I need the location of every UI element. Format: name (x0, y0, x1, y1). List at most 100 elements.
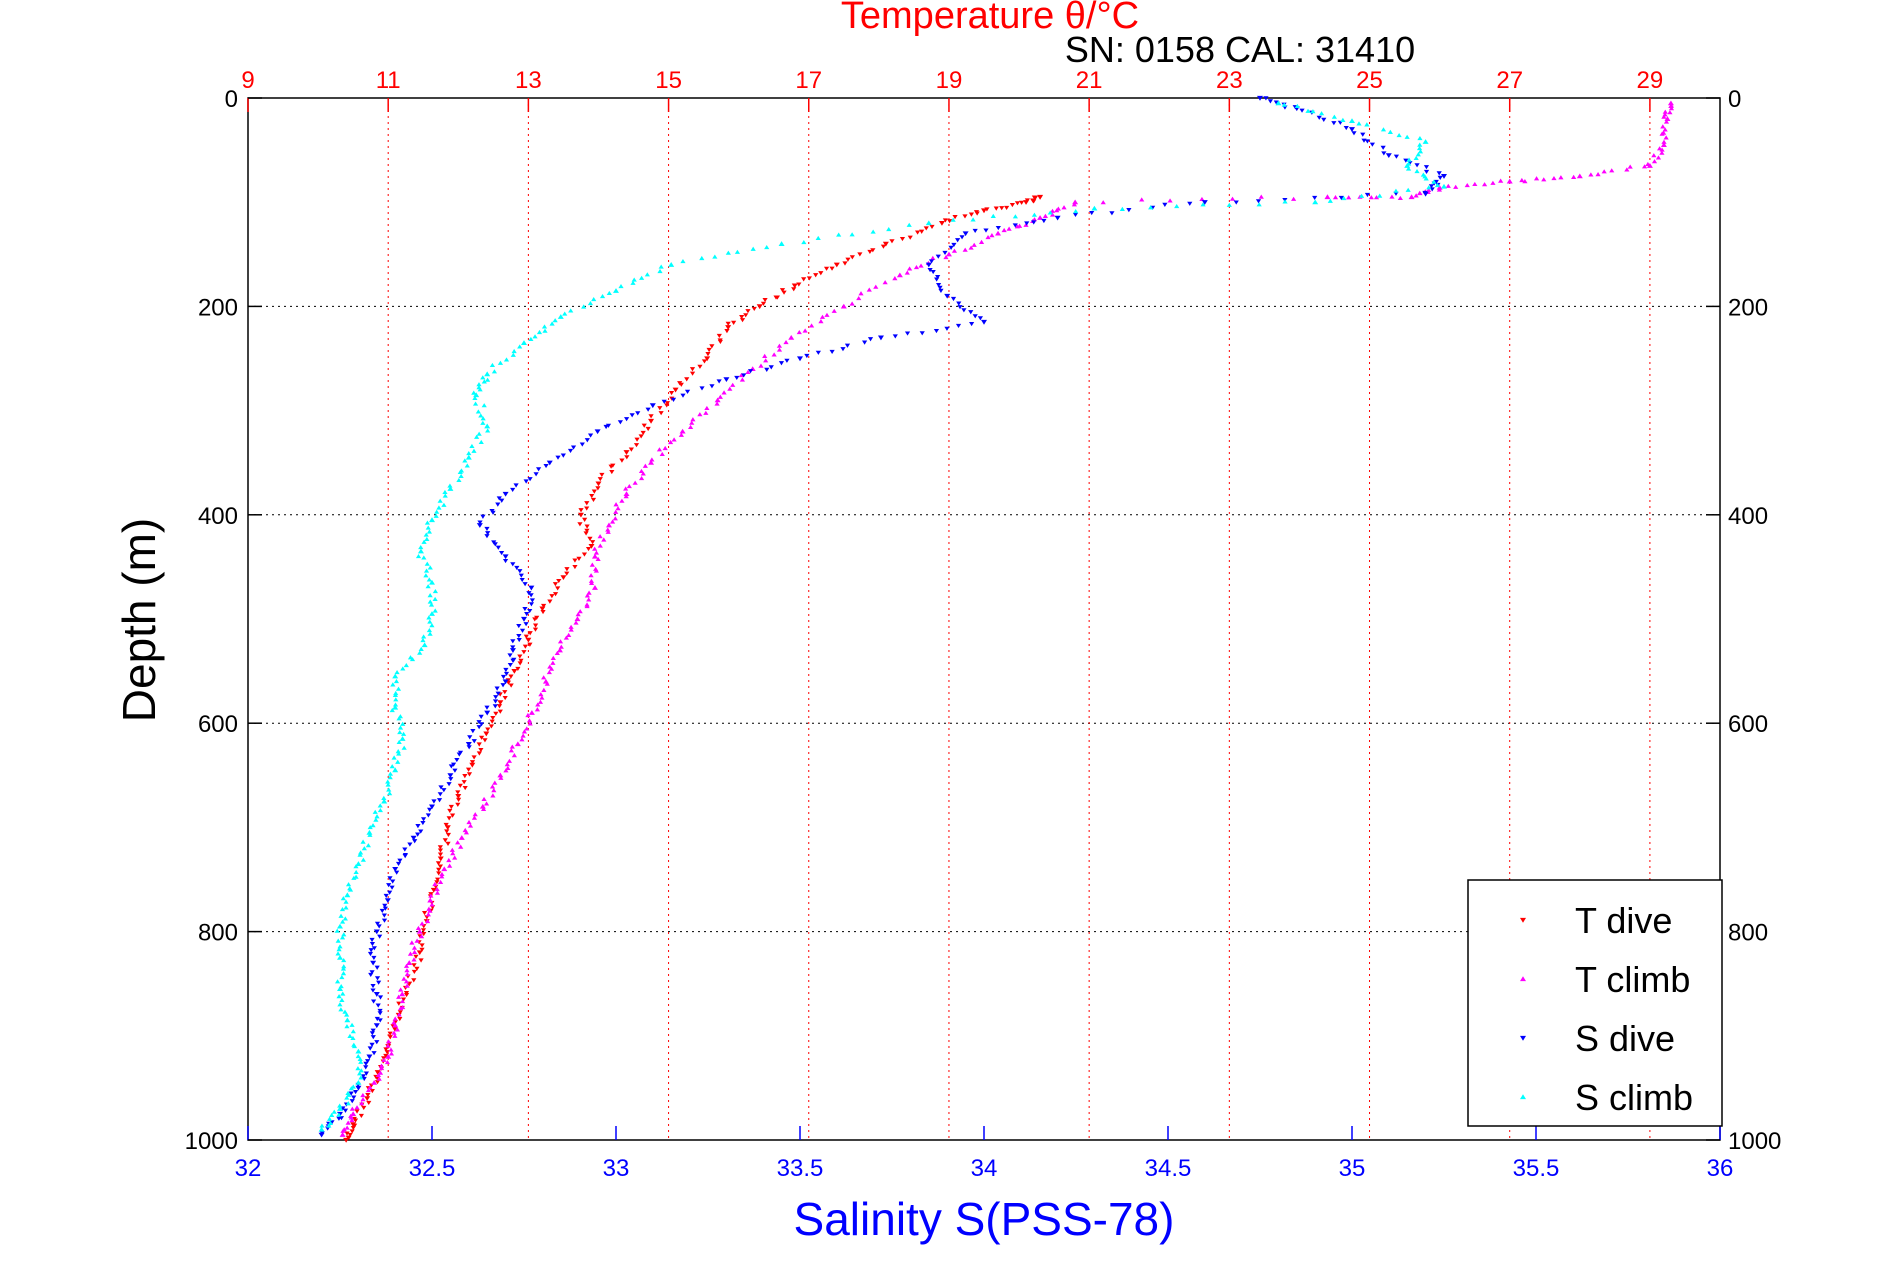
data-point (481, 796, 487, 801)
data-point (439, 874, 445, 879)
data-point (504, 762, 510, 767)
data-point (584, 501, 590, 506)
data-point (522, 644, 528, 649)
data-point (734, 375, 740, 381)
data-point (661, 399, 667, 404)
data-point (935, 254, 941, 259)
data-point (1413, 193, 1419, 198)
data-point (393, 678, 400, 684)
data-point (417, 650, 423, 655)
data-point (664, 403, 670, 408)
data-point (567, 448, 574, 454)
data-point (558, 644, 564, 649)
data-point (1091, 205, 1098, 211)
data-point (1047, 210, 1053, 215)
data-point (606, 290, 612, 296)
data-point (609, 469, 615, 475)
data-point (1332, 195, 1339, 200)
data-point (536, 467, 542, 472)
data-point (437, 856, 444, 862)
data-point (849, 232, 855, 237)
data-point (445, 841, 451, 846)
data-point (404, 968, 410, 973)
data-point (350, 1084, 356, 1089)
data-point (375, 1072, 382, 1078)
data-point (576, 556, 582, 561)
data-point (527, 721, 533, 726)
data-point (507, 662, 513, 668)
data-point (738, 373, 744, 378)
data-point (456, 477, 462, 483)
data-point (374, 1080, 381, 1085)
data-point (946, 219, 953, 224)
data-point (1072, 199, 1079, 205)
data-point (919, 229, 925, 234)
data-point (1662, 112, 1668, 117)
data-point (648, 414, 654, 419)
data-point (993, 206, 999, 211)
data-point (714, 401, 720, 406)
data-point (944, 326, 950, 331)
data-point (385, 782, 391, 787)
data-point (500, 683, 506, 688)
data-point (662, 445, 668, 451)
data-point (401, 745, 407, 750)
data-point (393, 697, 399, 702)
data-point (899, 237, 906, 242)
data-point (353, 874, 359, 879)
data-point (1533, 176, 1540, 181)
legend-marker (1520, 1094, 1526, 1100)
data-point (942, 250, 948, 255)
data-point (1472, 181, 1478, 187)
data-point (1030, 198, 1036, 203)
data-point (397, 1010, 403, 1015)
data-point (1651, 159, 1658, 164)
data-point (426, 577, 432, 582)
data-point (511, 669, 518, 674)
data-point (400, 721, 406, 726)
data-point (411, 969, 417, 975)
data-point (373, 929, 380, 935)
data-point (355, 861, 362, 866)
data-point (739, 314, 745, 320)
data-point (679, 428, 686, 434)
data-point (717, 394, 723, 399)
data-point (327, 1120, 334, 1125)
data-point (541, 675, 547, 680)
data-point (556, 578, 562, 584)
data-point (532, 623, 539, 628)
data-point (423, 532, 429, 537)
data-point (1256, 202, 1262, 207)
data-point (1100, 200, 1106, 205)
data-point (370, 960, 377, 966)
data-point (466, 772, 473, 777)
data-point (365, 1087, 372, 1093)
data-point (415, 553, 422, 559)
data-point (1389, 194, 1395, 199)
data-point (471, 739, 477, 744)
data-point (337, 986, 343, 992)
data-point (573, 620, 579, 625)
data-point (593, 566, 599, 571)
data-point (1360, 132, 1366, 137)
data-point (1498, 178, 1504, 183)
data-point (377, 1008, 383, 1014)
data-point (480, 514, 486, 519)
data-point (870, 248, 876, 253)
data-point (361, 1076, 367, 1082)
data-point (907, 266, 913, 271)
data-point (1004, 205, 1010, 210)
data-point (369, 937, 375, 943)
data-point (541, 324, 548, 329)
data-point (1417, 190, 1423, 195)
data-point (1659, 147, 1665, 152)
data-point (541, 687, 547, 692)
data-point (862, 340, 868, 345)
data-point (366, 1100, 372, 1106)
data-point (1037, 215, 1044, 220)
data-point (415, 832, 421, 837)
data-point (377, 995, 384, 1000)
data-point (484, 371, 491, 377)
data-point (717, 338, 723, 343)
data-point (340, 966, 347, 971)
